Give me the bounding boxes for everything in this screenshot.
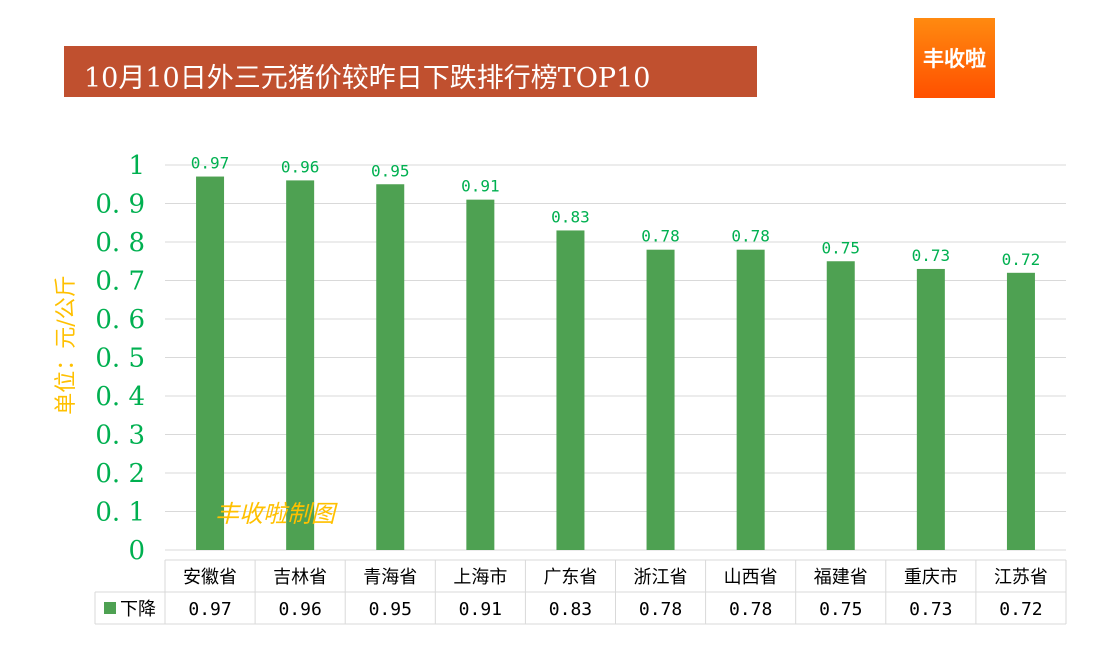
bar xyxy=(466,199,495,550)
table-value: 0.96 xyxy=(278,599,321,620)
table-value: 0.78 xyxy=(639,599,682,620)
table-value: 0.91 xyxy=(459,599,502,620)
bar xyxy=(826,261,855,550)
y-tick-label: 1 xyxy=(128,151,145,181)
bar xyxy=(736,249,765,550)
table-value: 0.78 xyxy=(729,599,772,620)
category-label: 安徽省 xyxy=(183,567,237,588)
chart-title: 10月10日外三元猪价较昨日下跌排行榜TOP10 xyxy=(84,63,651,94)
category-label: 吉林省 xyxy=(273,567,327,588)
y-tick-label: 0. 7 xyxy=(95,267,145,297)
title-banner: 10月10日外三元猪价较昨日下跌排行榜TOP10 xyxy=(64,46,757,97)
legend-swatch xyxy=(104,602,116,614)
data-label: 0.91 xyxy=(461,177,500,196)
bar xyxy=(916,268,945,550)
data-label: 0.96 xyxy=(281,157,320,176)
data-label: 0.73 xyxy=(912,246,951,265)
y-tick-label: 0. 1 xyxy=(95,498,145,528)
y-tick-label: 0. 6 xyxy=(95,305,145,335)
bar xyxy=(1006,272,1035,550)
data-label: 0.72 xyxy=(1002,250,1041,269)
y-tick-label: 0. 9 xyxy=(95,190,145,220)
category-label: 山西省 xyxy=(724,567,778,588)
y-tick-label: 0. 4 xyxy=(95,382,145,412)
data-label: 0.97 xyxy=(191,154,230,173)
bar xyxy=(556,230,585,550)
bar xyxy=(196,176,225,551)
data-label: 0.78 xyxy=(641,227,680,246)
category-label: 广东省 xyxy=(543,567,597,588)
data-label: 0.75 xyxy=(821,238,860,257)
data-label: 0.78 xyxy=(731,227,770,246)
bar xyxy=(286,180,315,550)
table-value: 0.72 xyxy=(999,599,1042,620)
data-label: 0.83 xyxy=(551,207,590,226)
y-tick-label: 0. 8 xyxy=(95,228,145,258)
category-label: 浙江省 xyxy=(634,567,688,588)
bar xyxy=(646,249,675,550)
brand-logo: 丰收啦 xyxy=(914,18,995,98)
category-label: 江苏省 xyxy=(994,567,1048,588)
data-label: 0.95 xyxy=(371,161,410,180)
watermark: 丰收啦制图 xyxy=(215,500,335,528)
legend-label: 下降 xyxy=(120,599,156,620)
y-tick-label: 0. 3 xyxy=(95,421,145,451)
y-tick-label: 0. 2 xyxy=(95,459,145,489)
table-value: 0.83 xyxy=(549,599,592,620)
y-tick-label: 0 xyxy=(128,536,145,566)
category-label: 青海省 xyxy=(363,567,417,588)
bar xyxy=(376,184,405,550)
y-tick-label: 0. 5 xyxy=(95,344,145,374)
table-value: 0.95 xyxy=(369,599,412,620)
table-value: 0.75 xyxy=(819,599,862,620)
table-value: 0.73 xyxy=(909,599,952,620)
category-label: 上海市 xyxy=(453,567,507,588)
category-label: 福建省 xyxy=(814,567,868,588)
table-value: 0.97 xyxy=(188,599,231,620)
category-label: 重庆市 xyxy=(904,567,958,588)
